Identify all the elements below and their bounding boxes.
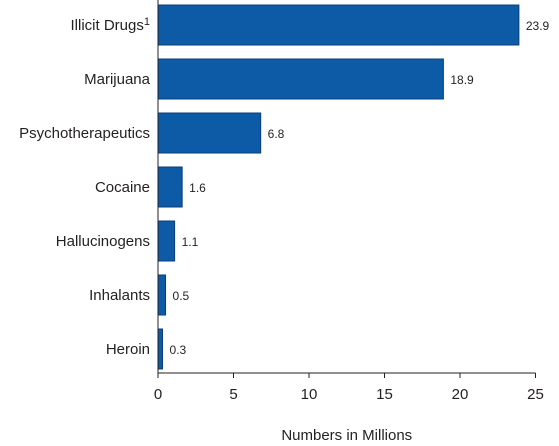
- x-tick-label: 10: [301, 386, 318, 403]
- value-label: 1.1: [182, 235, 199, 249]
- category-label: Psychotherapeutics: [19, 125, 150, 142]
- value-label: 0.5: [173, 289, 190, 303]
- value-label: 0.3: [170, 343, 187, 357]
- category-label: Cocaine: [95, 179, 150, 196]
- x-axis-ticks: 0 5 10 15 20 25: [154, 373, 544, 403]
- category-labels: Illicit Drugs1 Marijuana Psychotherapeutic…: [19, 16, 151, 358]
- bar: [157, 274, 167, 316]
- x-axis-label: Numbers in Millions: [281, 427, 412, 444]
- value-label: 18.9: [450, 73, 474, 87]
- bar: [157, 58, 444, 100]
- x-tick-label: 5: [229, 386, 237, 403]
- value-label: 6.8: [268, 127, 285, 141]
- bar: [157, 328, 164, 370]
- bar: [157, 166, 183, 208]
- value-label: 1.6: [189, 181, 206, 195]
- bars-group: [157, 4, 520, 370]
- category-label: Hallucinogens: [56, 233, 150, 250]
- x-tick-label: 0: [154, 386, 162, 403]
- bar: [157, 4, 520, 46]
- category-label: Inhalants: [89, 287, 150, 304]
- category-label: Illicit Drugs1: [71, 16, 150, 34]
- x-tick-label: 20: [452, 386, 469, 403]
- value-labels: 23.9 18.9 6.8 1.6 1.1 0.5 0.3: [170, 19, 550, 357]
- x-tick-label: 15: [376, 386, 393, 403]
- category-label: Marijuana: [84, 71, 151, 88]
- x-tick-label: 25: [527, 386, 544, 403]
- value-label: 23.9: [526, 19, 550, 33]
- bar: [157, 112, 262, 154]
- bar: [157, 220, 176, 262]
- footnote-marker: 1: [144, 16, 150, 28]
- category-label: Heroin: [106, 341, 150, 358]
